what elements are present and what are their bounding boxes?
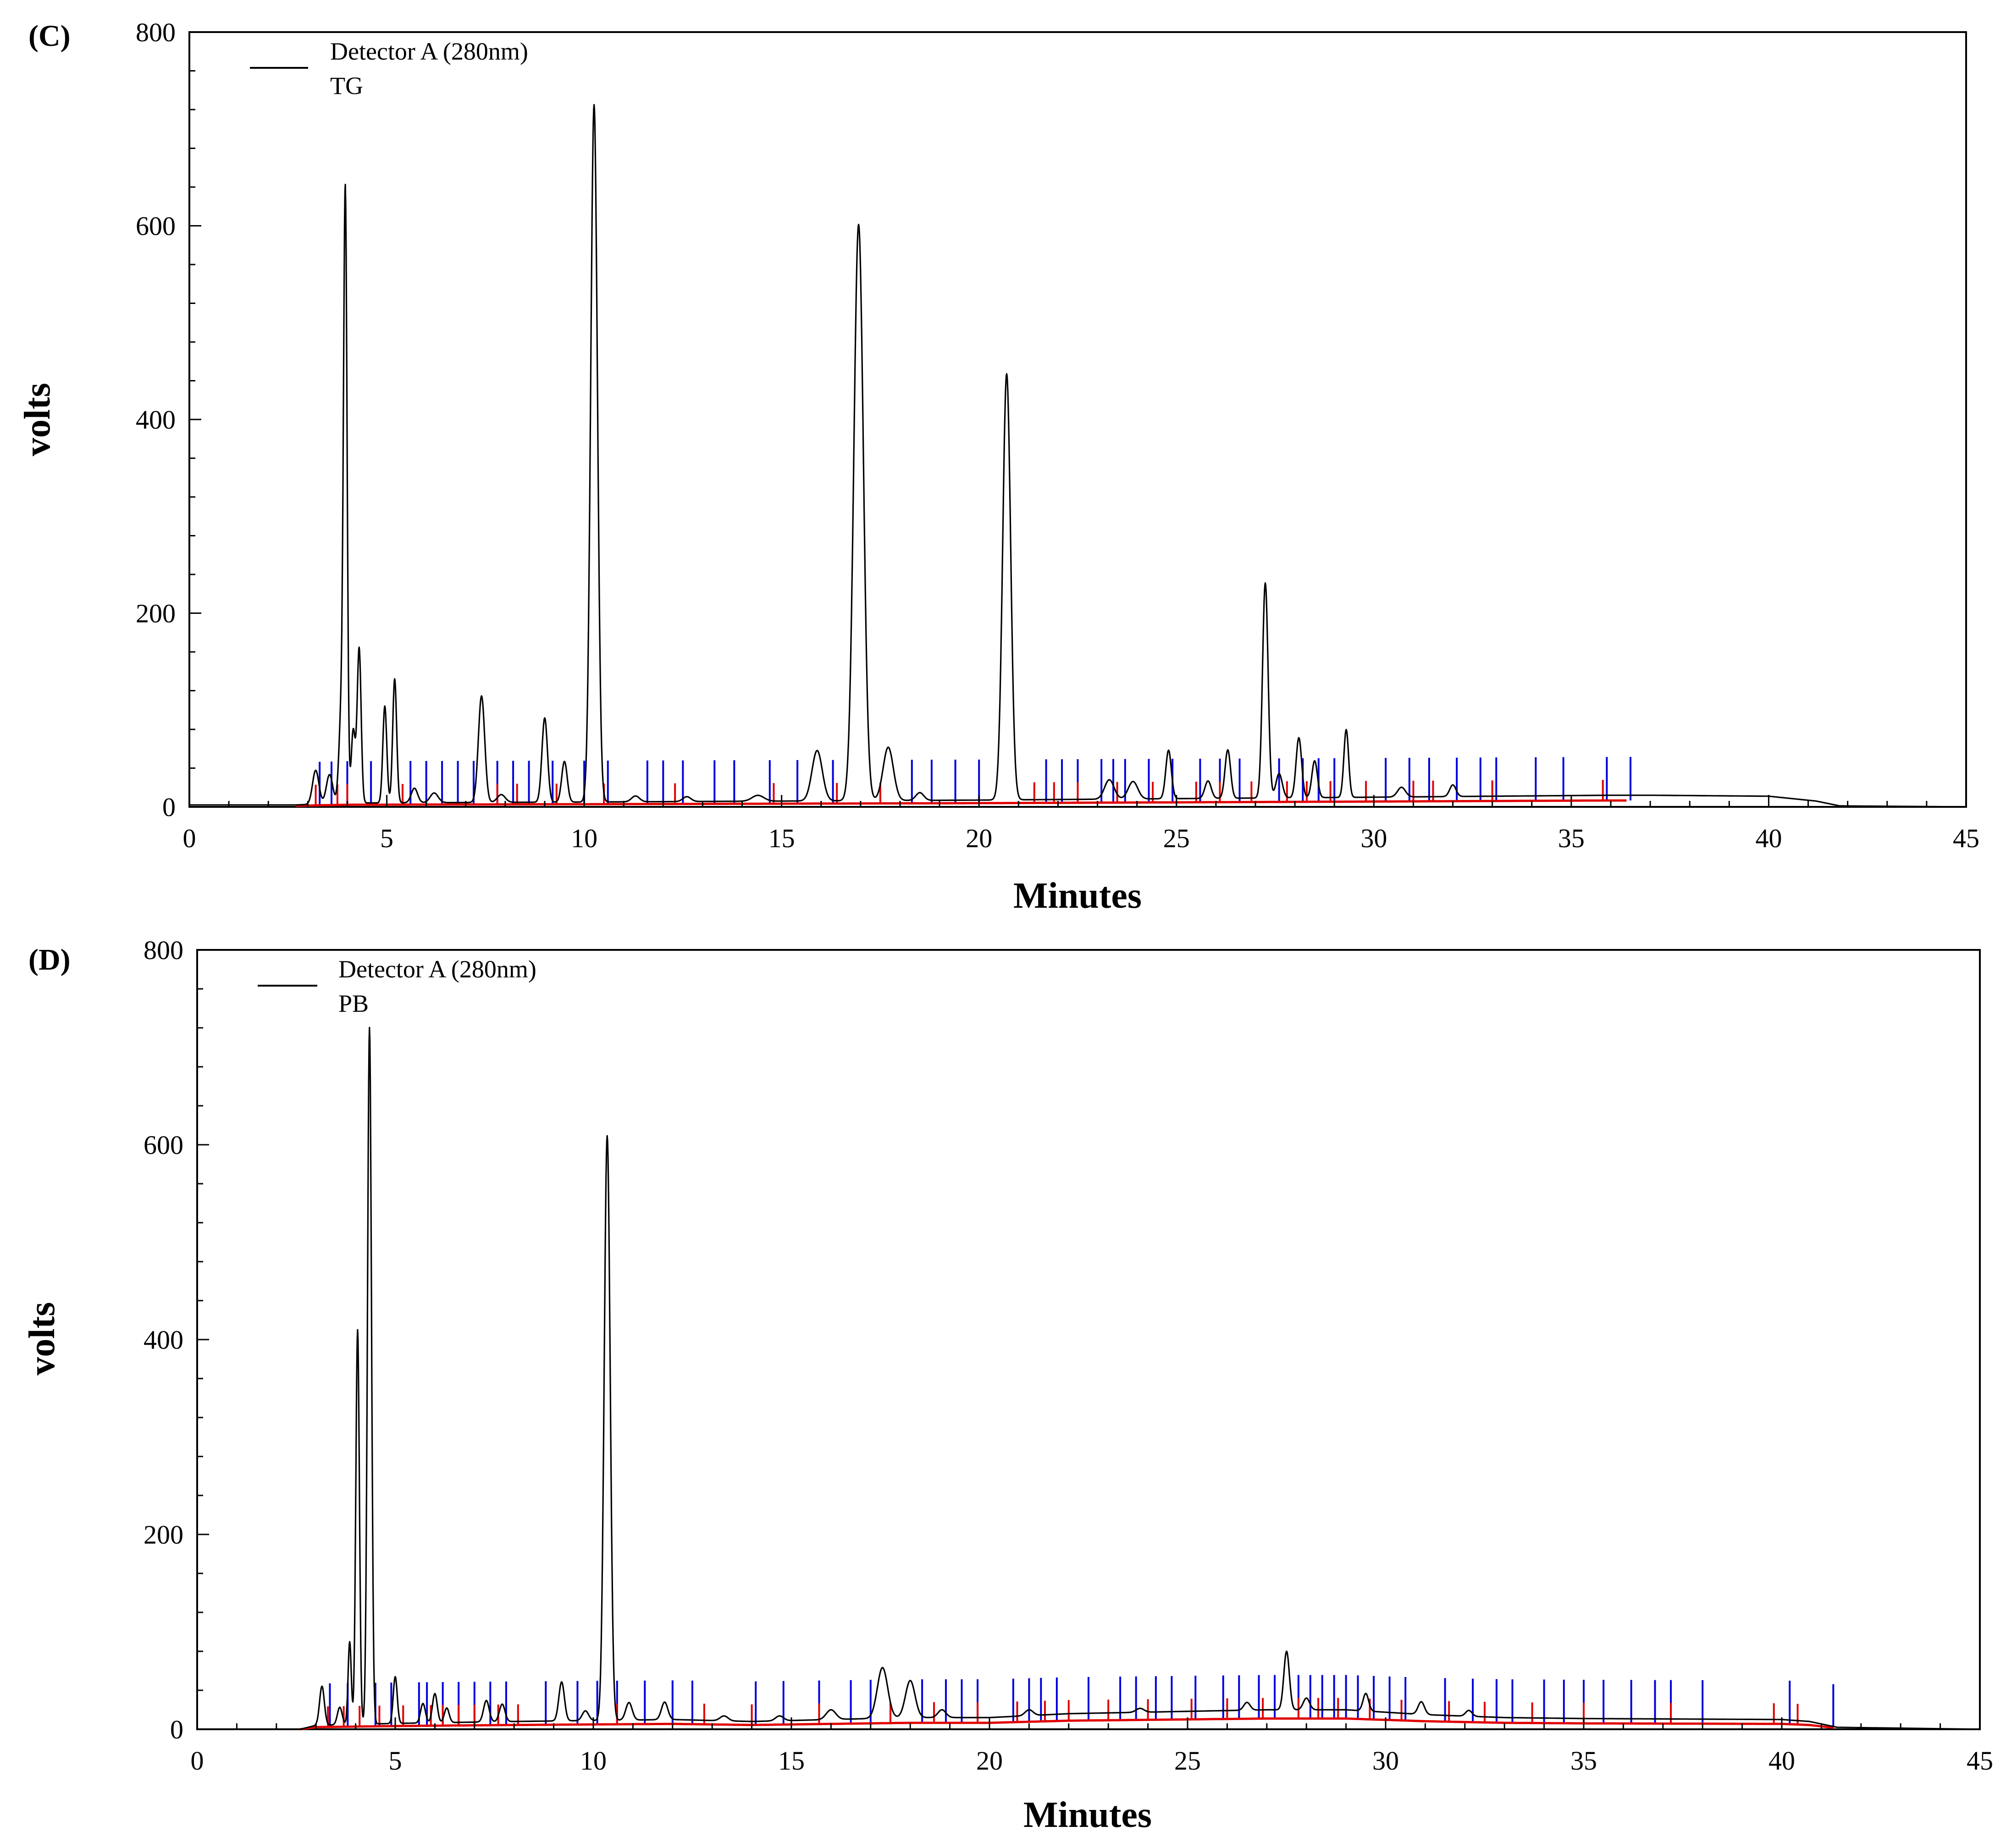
- x-tick-label: 0: [191, 1746, 204, 1776]
- y-tick-label: 400: [144, 1325, 183, 1355]
- x-tick-label: 5: [380, 823, 393, 853]
- x-tick-label: 10: [580, 1746, 607, 1776]
- x-axis-ticks: [188, 795, 1967, 807]
- x-tick-label: 15: [768, 823, 795, 853]
- x-axis-title: Minutes: [1023, 1795, 1152, 1835]
- peak-end-markers: [329, 1675, 1835, 1728]
- x-tick-label: 25: [1163, 823, 1190, 853]
- x-axis-ticks: [196, 1717, 1981, 1729]
- legend-detector-label: Detector A (280nm): [330, 38, 528, 65]
- x-axis-tick-labels: 0 5 10 15 20 25 30 35 40 45: [191, 1746, 1994, 1776]
- x-axis-tick-labels: 0 5 10 15 20 25 30 35 40 45: [183, 823, 1980, 853]
- integration-baseline: [300, 1717, 1834, 1731]
- legend: Detector A (280nm) TG: [250, 38, 528, 99]
- x-axis-title: Minutes: [1013, 876, 1142, 916]
- legend-sample-label: TG: [330, 72, 363, 99]
- y-axis-tick-labels: 0 200 400 600 800: [144, 935, 183, 1744]
- x-tick-label: 20: [976, 1746, 1003, 1776]
- y-axis-tick-labels: 0 200 400 600 800: [136, 17, 176, 822]
- integration-baseline: [296, 799, 1627, 807]
- x-tick-label: 30: [1372, 1746, 1399, 1776]
- chart-panel-d: (D) 0 5 10 15 20 25 30 35 40 45 0 200 400 600 800 Min…: [22, 935, 1993, 1835]
- x-tick-label: 35: [1558, 823, 1585, 853]
- peak-start-markers: [327, 1698, 1799, 1727]
- x-tick-label: 40: [1755, 823, 1782, 853]
- chromatogram-trace-pb: [197, 1026, 1980, 1730]
- y-tick-label: 0: [162, 792, 176, 822]
- x-tick-label: 45: [1967, 1746, 1993, 1776]
- x-tick-label: 40: [1768, 1746, 1795, 1776]
- y-axis-title: volts: [17, 383, 58, 456]
- y-tick-label: 400: [136, 405, 176, 435]
- x-tick-label: 30: [1360, 823, 1387, 853]
- plot-frame: [188, 31, 1967, 808]
- y-axis-ticks: [197, 949, 209, 1730]
- x-tick-label: 45: [1953, 823, 1979, 853]
- x-tick-label: 5: [389, 1746, 402, 1776]
- y-axis-title: volts: [22, 1302, 62, 1375]
- peak-end-markers: [319, 757, 1632, 805]
- y-tick-label: 200: [144, 1520, 183, 1550]
- legend-sample-label: PB: [338, 990, 369, 1017]
- y-tick-label: 600: [144, 1130, 183, 1160]
- x-tick-label: 25: [1174, 1746, 1201, 1776]
- y-tick-label: 0: [170, 1715, 183, 1744]
- panel-label: (C): [28, 19, 71, 53]
- y-tick-label: 800: [136, 17, 176, 47]
- y-tick-label: 800: [144, 935, 183, 965]
- legend-detector-label: Detector A (280nm): [338, 955, 536, 983]
- x-tick-label: 20: [966, 823, 992, 853]
- chart-panel-c: (C) 0 5 10 15 20 25 30 35 40 45 0 200 400 600 800 Min…: [17, 17, 1979, 916]
- chromatogram-trace-tg: [189, 104, 1967, 808]
- panel-label: (D): [28, 943, 71, 976]
- y-tick-label: 200: [136, 599, 176, 629]
- plot-frame: [196, 949, 1981, 1730]
- x-tick-label: 15: [778, 1746, 805, 1776]
- x-tick-label: 35: [1570, 1746, 1597, 1776]
- y-axis-ticks: [189, 31, 201, 808]
- y-tick-label: 600: [136, 211, 176, 241]
- legend: Detector A (280nm) PB: [258, 955, 536, 1017]
- x-tick-label: 10: [571, 823, 597, 853]
- x-tick-label: 0: [183, 823, 196, 853]
